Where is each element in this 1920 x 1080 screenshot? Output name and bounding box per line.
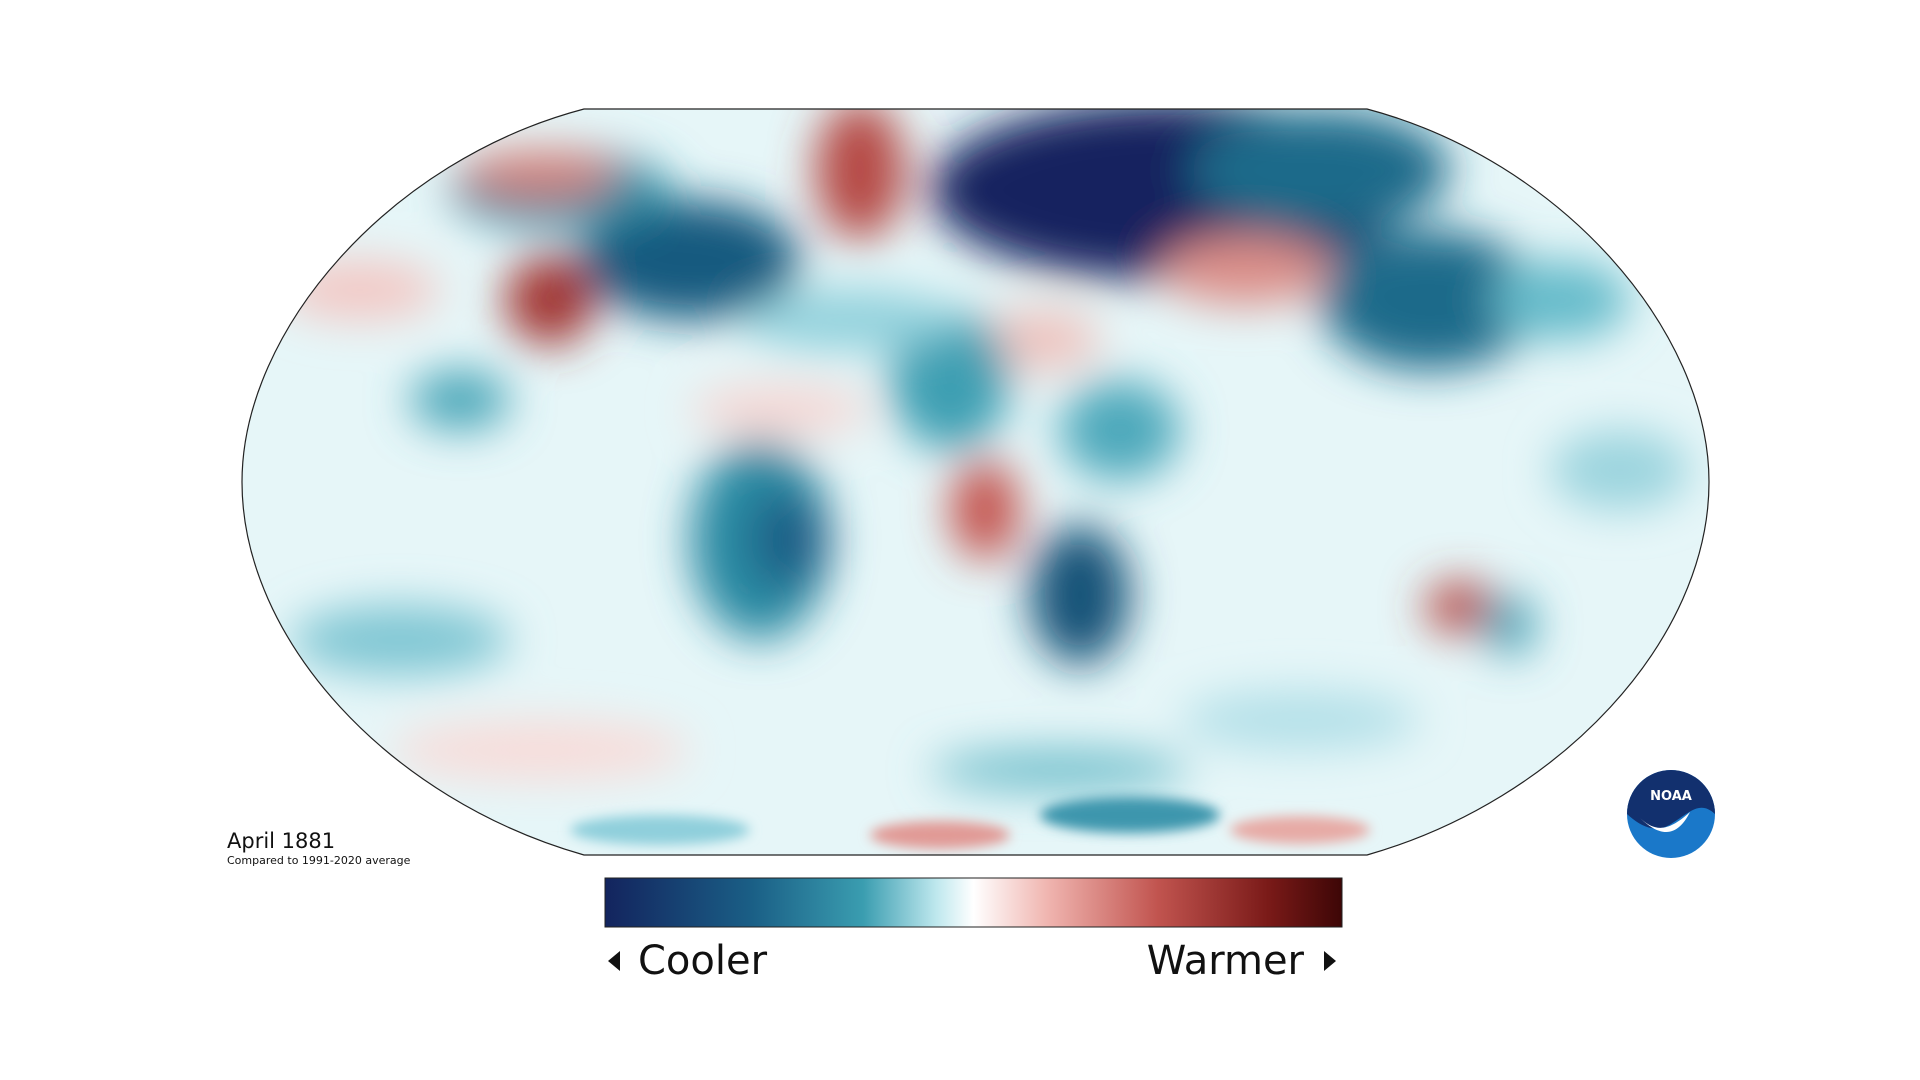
map-subtitle: Compared to 1991-2020 average [227,854,411,867]
noaa-logo: NOAA [1627,770,1715,858]
cooler-arrow [608,951,620,971]
warmer-arrow [1324,951,1336,971]
map-outline [241,108,1710,856]
logo-text: NOAA [1650,789,1692,804]
color-scale [604,877,1343,928]
warmer-label: Warmer [1147,938,1305,984]
anomaly-map [242,109,1709,855]
map-title: April 1881 [227,829,335,853]
cooler-label: Cooler [638,938,768,984]
